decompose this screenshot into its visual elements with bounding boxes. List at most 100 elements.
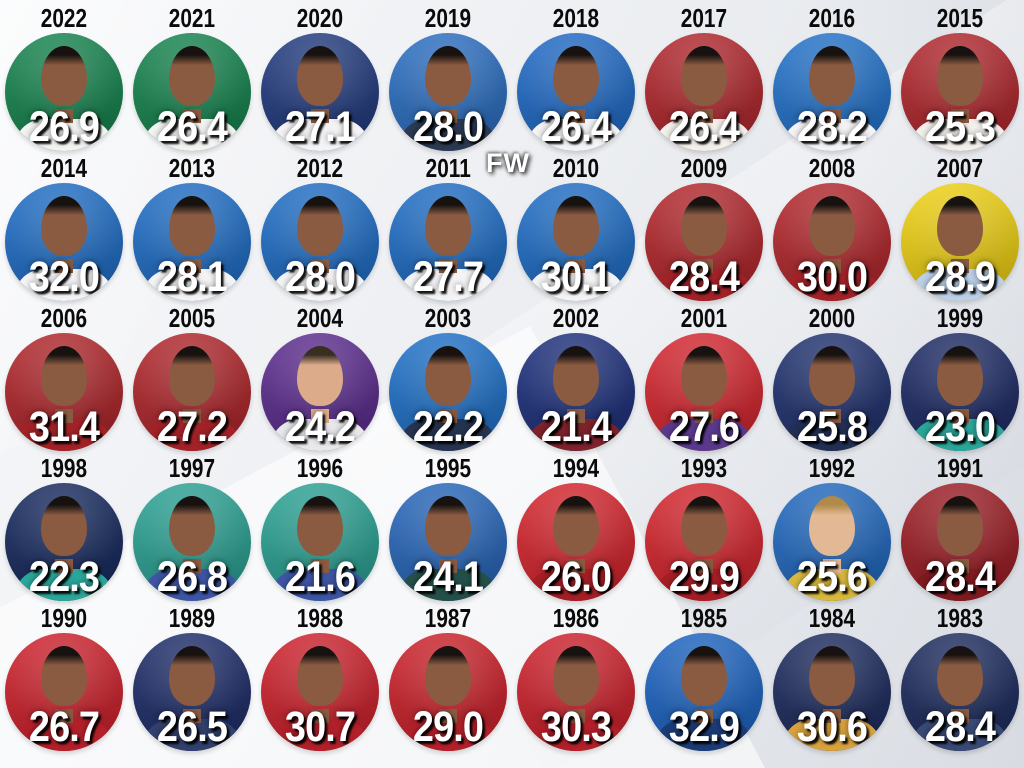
year-label: 2020 bbox=[296, 3, 344, 33]
year-label: 1992 bbox=[808, 453, 856, 483]
player-head-silhouette bbox=[41, 196, 87, 256]
player-head-silhouette bbox=[937, 346, 983, 406]
year-label: 1985 bbox=[680, 603, 728, 633]
stat-value: 32.0 bbox=[28, 253, 100, 301]
stat-value: 28.2 bbox=[796, 103, 868, 151]
stat-value: 30.3 bbox=[540, 703, 612, 751]
player-head-silhouette bbox=[297, 196, 343, 256]
year-label: 2002 bbox=[552, 303, 600, 333]
stat-value: 25.6 bbox=[796, 553, 868, 601]
year-label: 2008 bbox=[808, 153, 856, 183]
player-photo-circle: 22.2 bbox=[389, 333, 507, 451]
year-label: 2021 bbox=[168, 3, 216, 33]
year-cell-1983: 1983 28.4 bbox=[896, 603, 1024, 756]
player-photo-circle: 31.4 bbox=[5, 333, 123, 451]
stat-value: 26.8 bbox=[156, 553, 228, 601]
year-cell-1993: 1993 29.9 bbox=[640, 455, 768, 606]
year-label: 1983 bbox=[936, 603, 984, 633]
stat-value: 24.2 bbox=[284, 403, 356, 451]
year-cell-2019: 2019 28.0 bbox=[384, 5, 512, 156]
player-head-silhouette bbox=[681, 496, 727, 556]
player-photo-circle: 24.1 bbox=[389, 483, 507, 601]
year-label: 2013 bbox=[168, 153, 216, 183]
stat-value: 26.5 bbox=[156, 703, 228, 751]
player-head-silhouette bbox=[297, 646, 343, 706]
year-cell-2018: 2018 26.4 bbox=[512, 3, 640, 156]
player-photo-circle: 26.7 bbox=[5, 633, 123, 751]
year-label: 2012 bbox=[296, 153, 344, 183]
player-photo-circle: 25.8 bbox=[773, 333, 891, 451]
stat-value: 21.4 bbox=[540, 403, 612, 451]
player-photo-circle: 30.0 bbox=[773, 183, 891, 301]
stat-value: 28.1 bbox=[156, 253, 228, 301]
year-label: 2000 bbox=[808, 303, 856, 333]
stat-value: 30.7 bbox=[284, 703, 356, 751]
year-label: 2017 bbox=[680, 3, 728, 33]
year-label: 1989 bbox=[168, 603, 216, 633]
year-cell-1989: 1989 26.5 bbox=[128, 603, 256, 756]
year-label: 2022 bbox=[40, 3, 88, 33]
year-label: 2009 bbox=[680, 153, 728, 183]
year-label: 1999 bbox=[936, 303, 984, 333]
player-photo-circle: 27.7 bbox=[389, 183, 507, 301]
year-cell-2010: 2010 30.1 bbox=[512, 155, 640, 306]
stat-value: 28.0 bbox=[412, 103, 484, 151]
player-photo-circle: 32.9 bbox=[645, 633, 763, 751]
player-photo-circle: 32.0 bbox=[5, 183, 123, 301]
year-cell-1988: 1988 30.7 bbox=[256, 605, 384, 756]
year-cell-1991: 1991 28.4 bbox=[896, 453, 1024, 606]
player-head-silhouette bbox=[809, 496, 855, 556]
year-cell-1999: 1999 23.0 bbox=[896, 303, 1024, 456]
year-label: 2018 bbox=[552, 3, 600, 33]
stat-value: 31.4 bbox=[28, 403, 100, 451]
year-cell-2021: 2021 26.4 bbox=[128, 3, 256, 156]
player-photo-circle: 26.9 bbox=[5, 33, 123, 151]
year-label: 2005 bbox=[168, 303, 216, 333]
stat-value: 28.4 bbox=[924, 703, 996, 751]
stat-value: 25.3 bbox=[924, 103, 996, 151]
stat-value: 32.9 bbox=[668, 703, 740, 751]
stat-value: 26.9 bbox=[28, 103, 100, 151]
player-head-silhouette bbox=[425, 496, 471, 556]
year-label: 2006 bbox=[40, 303, 88, 333]
year-cell-1992: 1992 25.6 bbox=[768, 453, 896, 606]
player-photo-circle: 30.7 bbox=[261, 633, 379, 751]
player-head-silhouette bbox=[553, 346, 599, 406]
year-cell-1998: 1998 22.3 bbox=[0, 455, 128, 606]
year-label: 2011 bbox=[425, 153, 471, 183]
player-head-silhouette bbox=[681, 46, 727, 106]
year-cell-1984: 1984 30.6 bbox=[768, 605, 896, 756]
year-cell-1995: 1995 24.1 bbox=[384, 455, 512, 606]
player-head-silhouette bbox=[937, 646, 983, 706]
player-photo-circle: 27.6 bbox=[645, 333, 763, 451]
player-photo-circle: 21.6 bbox=[261, 483, 379, 601]
player-head-silhouette bbox=[553, 646, 599, 706]
player-photo-circle: 24.2 bbox=[261, 333, 379, 451]
year-cell-1996: 1996 21.6 bbox=[256, 455, 384, 606]
year-label: 2001 bbox=[680, 303, 728, 333]
year-label: 1991 bbox=[936, 453, 984, 483]
player-head-silhouette bbox=[937, 496, 983, 556]
year-cell-2009: 2009 28.4 bbox=[640, 153, 768, 306]
year-cell-1997: 1997 26.8 bbox=[128, 453, 256, 606]
stat-value: 30.1 bbox=[540, 253, 612, 301]
player-photo-circle: 29.9 bbox=[645, 483, 763, 601]
year-label: 1997 bbox=[168, 453, 216, 483]
player-photo-circle: 26.4 bbox=[517, 33, 635, 151]
stat-value: 28.4 bbox=[668, 253, 740, 301]
player-head-silhouette bbox=[169, 196, 215, 256]
year-cell-2015: 2015 25.3 bbox=[896, 5, 1024, 156]
player-photo-circle: 25.6 bbox=[773, 483, 891, 601]
year-label: 1990 bbox=[40, 603, 88, 633]
year-label: 1987 bbox=[424, 603, 472, 633]
player-photo-circle: 28.1 bbox=[133, 183, 251, 301]
player-photo-circle: 26.4 bbox=[133, 33, 251, 151]
year-cell-2008: 2008 30.0 bbox=[768, 153, 896, 306]
player-head-silhouette bbox=[681, 646, 727, 706]
year-cell-2016: 2016 28.2 bbox=[768, 5, 896, 156]
year-cell-2007: 2007 28.9 bbox=[896, 155, 1024, 306]
player-head-silhouette bbox=[809, 196, 855, 256]
stat-value: 28.0 bbox=[284, 253, 356, 301]
player-photo-circle: 25.3 bbox=[901, 33, 1019, 151]
